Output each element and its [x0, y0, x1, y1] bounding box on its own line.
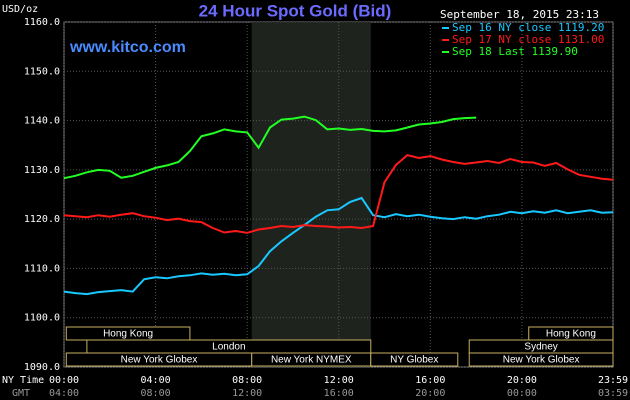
legend-entry: Sep 16 NY close 1119.20 [452, 21, 604, 34]
x2-row-label: GMT [12, 388, 30, 399]
x-tick-label: 23:59 [598, 375, 628, 386]
session-box [468, 352, 614, 367]
highlight-band [251, 22, 371, 367]
session-label: New York Globex [121, 355, 198, 366]
session-label: Hong Kong [546, 329, 596, 340]
x-tick-label: 20:00 [507, 375, 537, 386]
y-tick-label: 1090.0 [24, 362, 60, 373]
x2-tick-label: 03:59 [598, 388, 628, 399]
session-box [370, 352, 459, 367]
y-tick-label: 1110.0 [24, 263, 60, 274]
y-axis-label: USD/oz [2, 4, 38, 15]
y-tick-label: 1150.0 [24, 66, 60, 77]
x-tick-label: 04:00 [141, 375, 171, 386]
x2-tick-label: 20:00 [415, 388, 445, 399]
y-tick-label: 1140.0 [24, 116, 60, 127]
y-tick-label: 1100.0 [24, 313, 60, 324]
x-row-label: NY Time [2, 375, 44, 386]
session-label: New York NYMEX [271, 355, 352, 366]
legend-entry: Sep 17 NY close 1131.00 [452, 33, 604, 46]
y-tick-label: 1160.0 [24, 17, 60, 28]
y-tick-label: 1130.0 [24, 165, 60, 176]
series-line [63, 154, 614, 234]
session-label: NY Globex [390, 355, 438, 366]
x2-tick-label: 12:00 [232, 388, 262, 399]
x-tick-label: 00:00 [49, 375, 79, 386]
y-tick-label: 1120.0 [24, 214, 60, 225]
watermark: www.kitco.com [69, 39, 186, 56]
series-line [63, 115, 477, 180]
x2-tick-label: 16:00 [324, 388, 354, 399]
session-label: London [212, 342, 245, 353]
series-line [63, 196, 614, 296]
x2-tick-label: 08:00 [141, 388, 171, 399]
x-tick-label: 12:00 [324, 375, 354, 386]
chart-title: 24 Hour Spot Gold (Bid) [199, 1, 392, 20]
x-tick-label: 16:00 [415, 375, 445, 386]
x2-tick-label: 00:00 [507, 388, 537, 399]
session-label: Hong Kong [103, 329, 153, 340]
x2-tick-label: 04:00 [49, 388, 79, 399]
session-label: New York Globex [503, 355, 580, 366]
legend-entry: Sep 18 Last 1139.90 [452, 45, 578, 58]
session-label: Sydney [524, 342, 557, 353]
x-tick-label: 08:00 [232, 375, 262, 386]
timestamp: September 18, 2015 23:13 [440, 8, 599, 21]
